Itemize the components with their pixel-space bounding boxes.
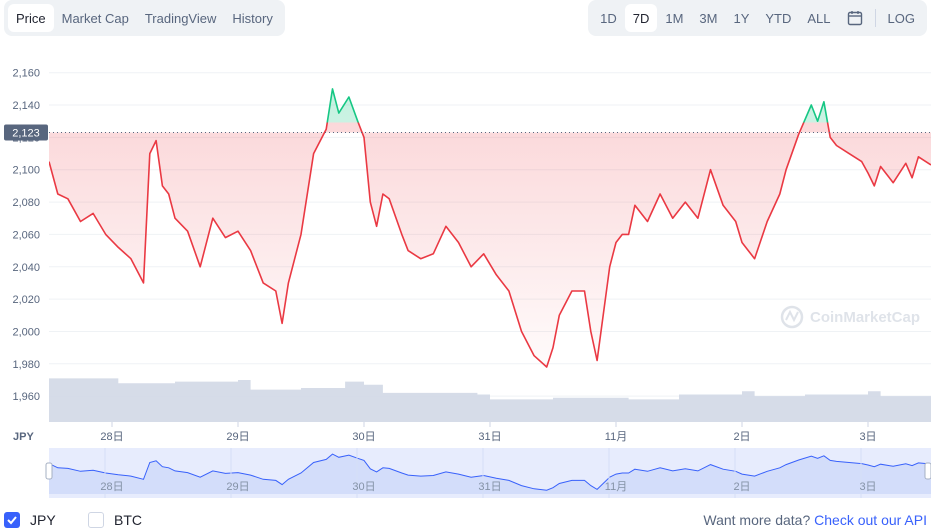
navigator-line: [48, 453, 931, 491]
currency-axis-label: JPY: [13, 431, 34, 443]
navigator-area: [49, 454, 931, 494]
x-tick-label: 28日: [100, 431, 123, 443]
watermark: CoinMarketCap: [780, 305, 920, 329]
x-tick-label: 3日: [859, 431, 876, 443]
range-divider: [874, 9, 876, 27]
x-tick-label: 2日: [733, 431, 750, 443]
navigator-tick-label: 28日: [100, 481, 123, 493]
calendar-button[interactable]: [839, 4, 871, 32]
btc-checkbox[interactable]: [88, 512, 104, 528]
tab-market-cap[interactable]: Market Cap: [61, 10, 129, 26]
y-tick-label: 1,980: [12, 359, 40, 371]
y-tick-label: 1,960: [12, 391, 40, 403]
range-3m-button[interactable]: 3M: [699, 10, 718, 26]
y-tick-label: 2,000: [12, 326, 40, 338]
y-tick-label: 2,100: [12, 165, 40, 177]
price-chart[interactable]: 2,1602,1402,1202,1002,0802,0602,0402,020…: [0, 40, 931, 500]
price-below-reference: [49, 122, 931, 368]
y-tick-label: 2,020: [12, 294, 40, 306]
current-price-label: 2,123: [12, 128, 40, 140]
navigator-tick-label: 30日: [352, 481, 375, 493]
jpy-label: JPY: [30, 512, 56, 528]
jpy-checkbox[interactable]: [4, 512, 20, 528]
chart-view-tabs: Price Market Cap TradingView History: [4, 0, 285, 36]
volume-bars: [49, 378, 931, 422]
price-series: [49, 88, 931, 368]
jpy-toggle[interactable]: JPY: [4, 512, 56, 528]
navigator-tick-label: 29日: [226, 481, 249, 493]
x-tick-label: 30日: [352, 431, 375, 443]
y-tick-label: 2,160: [12, 68, 40, 80]
chart-footer: JPY BTC Want more data? Check out our AP…: [0, 508, 931, 531]
current-price-tag: 2,123: [4, 124, 48, 141]
api-link[interactable]: Check out our API: [814, 512, 927, 528]
navigator-tick-label: 31日: [478, 481, 501, 493]
tab-tradingview[interactable]: TradingView: [144, 10, 217, 26]
range-1d-button[interactable]: 1D: [600, 10, 617, 26]
x-tick-label: 31日: [478, 431, 501, 443]
tab-price[interactable]: Price: [8, 4, 54, 32]
time-range-selector: 1D 7D 1M 3M 1Y YTD ALL LOG: [588, 0, 927, 36]
navigator-right-handle[interactable]: [924, 462, 931, 480]
x-tick-label: 11月: [605, 431, 627, 443]
y-tick-label: 2,060: [12, 229, 40, 241]
range-navigator[interactable]: 28日 29日 30日 31日 11月 2日 3日: [45, 448, 931, 498]
navigator-tick-label: 3日: [859, 481, 876, 493]
range-7d-button[interactable]: 7D: [624, 4, 658, 32]
api-promo-text: Want more data?: [703, 512, 811, 528]
btc-label: BTC: [114, 512, 142, 528]
calendar-icon: [847, 11, 862, 26]
range-1y-button[interactable]: 1Y: [733, 10, 750, 26]
range-all-button[interactable]: ALL: [807, 10, 831, 26]
navigator-tick-label: 11月: [605, 481, 627, 493]
y-tick-label: 2,140: [12, 100, 40, 112]
range-1m-button[interactable]: 1M: [665, 10, 684, 26]
api-promo: Want more data? Check out our API: [703, 512, 927, 528]
log-scale-button[interactable]: LOG: [887, 10, 915, 26]
x-tick-label: 29日: [226, 431, 249, 443]
navigator-tick-label: 2日: [733, 481, 750, 493]
btc-toggle[interactable]: BTC: [88, 512, 142, 528]
x-axis: JPY 28日 29日 30日 31日 11月 2日 3日: [13, 422, 877, 443]
y-tick-label: 2,040: [12, 262, 40, 274]
navigator-left-handle[interactable]: [45, 462, 53, 480]
price-area-down: [49, 122, 931, 367]
watermark-text: CoinMarketCap: [810, 309, 920, 326]
y-tick-label: 2,080: [12, 197, 40, 209]
price-line-down: [49, 122, 931, 368]
y-axis: 2,1602,1402,1202,1002,0802,0602,0402,020…: [12, 68, 40, 403]
tab-history[interactable]: History: [232, 10, 273, 26]
range-ytd-button[interactable]: YTD: [765, 10, 792, 26]
check-icon: [7, 516, 17, 525]
volume-area: [49, 378, 931, 422]
